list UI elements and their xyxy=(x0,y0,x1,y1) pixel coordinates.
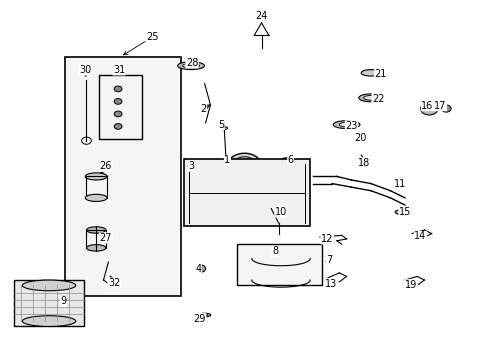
Bar xyxy=(86,230,106,248)
Circle shape xyxy=(114,111,122,117)
Text: 21: 21 xyxy=(374,69,386,79)
Circle shape xyxy=(185,162,197,171)
Text: 31: 31 xyxy=(113,65,125,75)
Circle shape xyxy=(114,99,122,104)
Circle shape xyxy=(114,86,122,92)
Ellipse shape xyxy=(22,280,76,291)
Ellipse shape xyxy=(281,158,295,163)
Bar xyxy=(237,244,322,285)
Text: 3: 3 xyxy=(187,161,194,171)
Circle shape xyxy=(441,105,450,112)
Text: 5: 5 xyxy=(218,120,224,130)
Text: 25: 25 xyxy=(145,32,158,42)
Ellipse shape xyxy=(85,173,107,180)
Bar xyxy=(64,57,181,296)
Ellipse shape xyxy=(85,194,107,202)
Circle shape xyxy=(227,153,261,178)
Text: 14: 14 xyxy=(413,231,426,242)
Ellipse shape xyxy=(339,122,353,127)
Ellipse shape xyxy=(182,64,199,68)
Circle shape xyxy=(420,102,437,115)
Text: 9: 9 xyxy=(61,296,66,306)
Ellipse shape xyxy=(220,127,227,130)
Text: 19: 19 xyxy=(405,280,417,290)
Ellipse shape xyxy=(198,313,210,317)
Text: 32: 32 xyxy=(108,278,120,288)
Text: 27: 27 xyxy=(100,233,112,243)
Text: 22: 22 xyxy=(371,94,384,104)
Bar xyxy=(14,280,84,327)
Text: 11: 11 xyxy=(393,179,406,189)
Text: 12: 12 xyxy=(320,234,333,244)
Text: 20: 20 xyxy=(353,133,366,143)
Text: 2: 2 xyxy=(200,104,206,113)
Text: 16: 16 xyxy=(420,101,432,111)
Ellipse shape xyxy=(22,316,76,327)
Bar xyxy=(183,158,309,226)
Ellipse shape xyxy=(201,314,207,316)
Ellipse shape xyxy=(177,62,204,69)
Text: 7: 7 xyxy=(326,255,332,265)
Text: 1: 1 xyxy=(224,156,230,165)
Circle shape xyxy=(196,265,205,272)
Text: 6: 6 xyxy=(287,156,293,165)
Ellipse shape xyxy=(332,121,359,129)
Bar xyxy=(85,176,107,198)
Text: 28: 28 xyxy=(185,58,198,68)
Ellipse shape xyxy=(358,94,382,102)
Circle shape xyxy=(251,175,295,207)
Ellipse shape xyxy=(361,69,380,76)
Text: 24: 24 xyxy=(255,12,267,21)
Text: 13: 13 xyxy=(324,279,337,289)
Text: 18: 18 xyxy=(357,158,369,168)
Text: 10: 10 xyxy=(274,207,286,217)
Text: 29: 29 xyxy=(193,314,205,324)
Text: 30: 30 xyxy=(79,65,91,75)
Ellipse shape xyxy=(394,210,404,214)
Ellipse shape xyxy=(363,95,377,100)
Text: 17: 17 xyxy=(433,101,446,111)
Text: 4: 4 xyxy=(195,264,201,274)
Text: 8: 8 xyxy=(271,247,278,256)
Ellipse shape xyxy=(86,227,106,233)
Circle shape xyxy=(114,123,122,129)
Ellipse shape xyxy=(86,245,106,251)
Text: 15: 15 xyxy=(398,207,410,217)
Text: 26: 26 xyxy=(100,161,112,171)
Bar xyxy=(99,75,142,139)
Text: 23: 23 xyxy=(345,121,357,131)
